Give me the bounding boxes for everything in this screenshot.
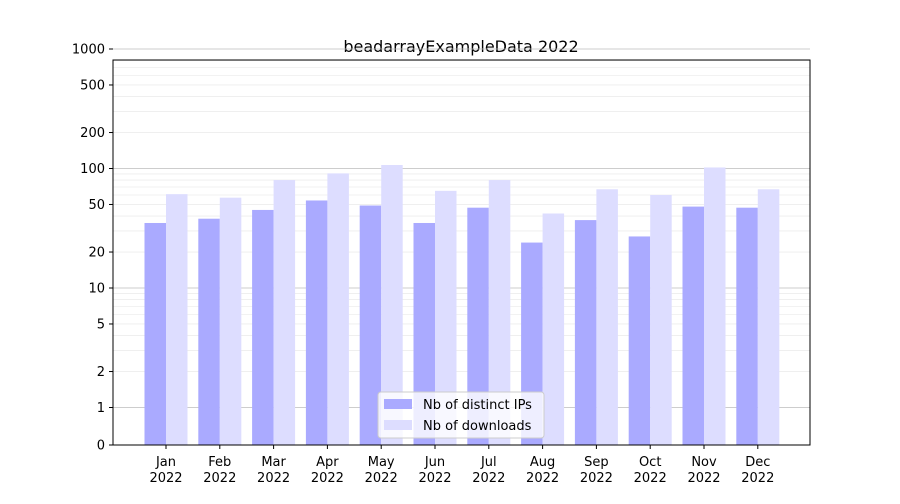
x-axis: Jan 2022 Feb 2022 Mar 2022 Apr 2022 May 2022 Jun 20…: [149, 445, 774, 486]
x-tick-label: Aug 2022: [526, 455, 559, 486]
bar-downloads-5: [435, 190, 457, 445]
bar-distinct-ips-10: [682, 206, 704, 445]
bar-distinct-ips-8: [574, 220, 597, 445]
bar-distinct-ips-1: [198, 218, 220, 445]
bar-distinct-ips-0: [144, 222, 166, 445]
x-tick-label: Oct 2022: [634, 455, 667, 486]
bar-downloads-7: [542, 213, 565, 445]
x-tick-label: Nov 2022: [687, 455, 720, 486]
legend-label-1: Nb of downloads: [423, 419, 532, 434]
x-tick-label: Apr 2022: [311, 455, 344, 486]
y-tick-label: 1000: [72, 43, 105, 58]
legend-swatch-1: [384, 420, 412, 430]
legend-swatch-0: [384, 399, 412, 409]
y-tick-label: 5: [97, 317, 105, 332]
bar-downloads-9: [650, 195, 672, 445]
bar-distinct-ips-3: [305, 200, 328, 445]
bar-distinct-ips-11: [736, 207, 758, 445]
bar-downloads-10: [704, 167, 726, 445]
bar-distinct-ips-4: [359, 205, 382, 445]
legend-box: [377, 391, 545, 439]
x-tick-label: Jul 2022: [472, 455, 505, 486]
chart-title: beadarrayExampleData 2022: [343, 37, 578, 56]
bar-downloads-8: [596, 189, 618, 445]
y-tick-label: 1: [97, 401, 105, 416]
y-tick-label: 0: [97, 439, 105, 454]
x-tick-label: Jun 2022: [418, 455, 451, 486]
bar-distinct-ips-9: [628, 236, 651, 445]
x-tick-label: Jan 2022: [149, 455, 182, 486]
bar-downloads-6: [488, 180, 511, 445]
y-axis: 0 1 2 5 10 20 50 100 200 500 1000: [72, 43, 113, 454]
y-tick-label: 20: [88, 246, 105, 261]
x-tick-label: Dec 2022: [741, 455, 774, 486]
x-tick-label: Sep 2022: [580, 455, 613, 486]
bar-downloads-11: [757, 189, 780, 445]
bar-downloads-0: [166, 194, 188, 445]
bar-distinct-ips-5: [413, 222, 435, 445]
x-tick-label: May 2022: [365, 455, 398, 486]
y-tick-label: 200: [80, 126, 105, 141]
bar-downloads-3: [327, 173, 349, 446]
x-tick-label: Feb 2022: [203, 455, 236, 486]
y-tick-label: 100: [80, 162, 105, 177]
y-tick-label: 500: [80, 78, 105, 93]
bars: [144, 164, 780, 446]
bar-distinct-ips-2: [252, 209, 274, 445]
y-tick-label: 2: [97, 365, 105, 380]
bar-distinct-ips-6: [467, 207, 489, 445]
legend-label-0: Nb of distinct IPs: [423, 398, 532, 413]
bar-downloads-4: [381, 164, 403, 445]
y-tick-label: 10: [88, 282, 105, 297]
y-tick-label: 50: [88, 198, 105, 213]
legend: Nb of distinct IPs Nb of downloads: [377, 391, 545, 439]
x-tick-label: Mar 2022: [257, 455, 290, 486]
bar-downloads-2: [273, 180, 296, 445]
bar-downloads-1: [219, 197, 242, 445]
